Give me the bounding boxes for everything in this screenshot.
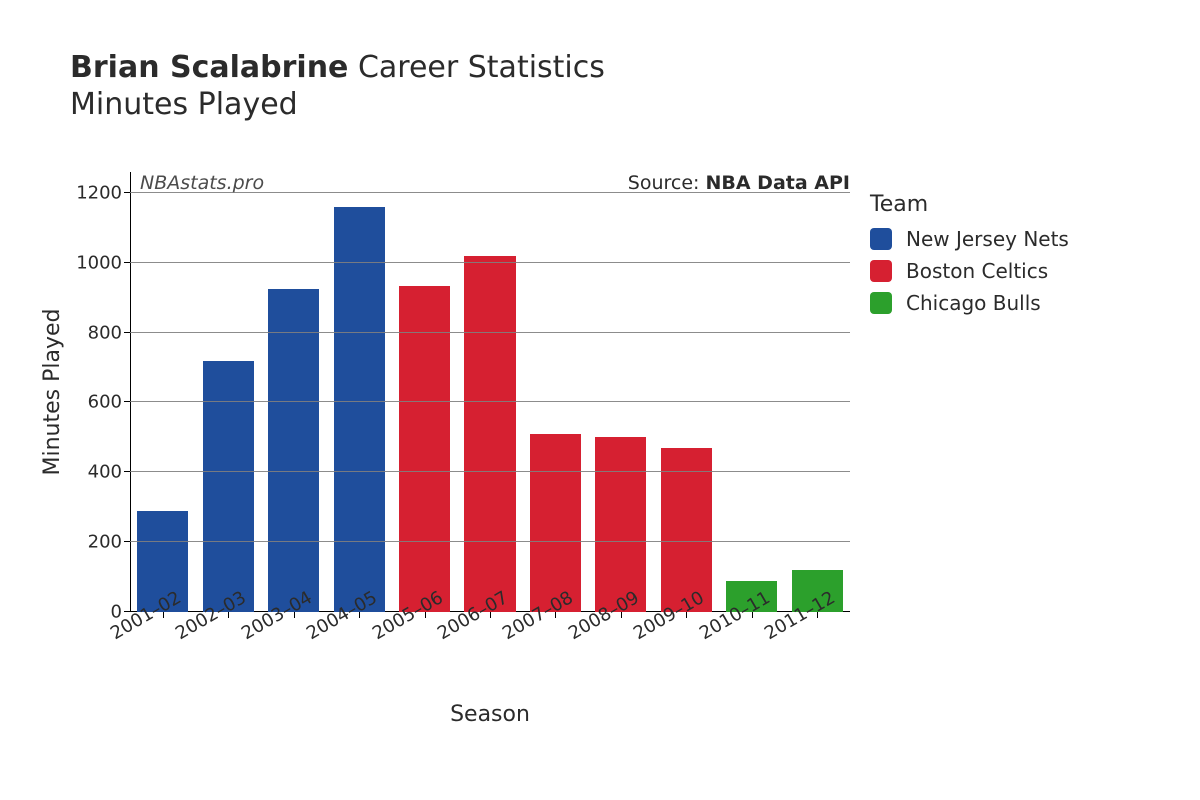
gridline: [130, 192, 850, 193]
gridline: [130, 401, 850, 402]
bar: [268, 289, 319, 612]
y-tick-label: 400: [62, 462, 122, 483]
page-root: Brian Scalabrine Career Statistics Minut…: [0, 0, 1200, 800]
legend-items: New Jersey Nets Boston Celtics Chicago Bul…: [870, 227, 1069, 315]
bar: [661, 448, 712, 612]
title-rest: Career Statistics: [348, 50, 604, 85]
y-tick-mark: [124, 401, 130, 402]
gridline: [130, 471, 850, 472]
bar: [530, 434, 581, 612]
bar: [399, 286, 450, 613]
chart-figure: NBAstats.pro Source: NBA Data API Minute…: [40, 132, 1140, 752]
legend-item: New Jersey Nets: [870, 227, 1069, 251]
y-axis-label: Minutes Played: [40, 172, 62, 612]
legend-label: New Jersey Nets: [906, 227, 1069, 251]
legend-swatch: [870, 260, 892, 282]
legend-title: Team: [870, 192, 1069, 217]
y-tick-label: 1200: [62, 182, 122, 203]
y-tick-mark: [124, 541, 130, 542]
bar: [464, 256, 515, 612]
gridline: [130, 262, 850, 263]
plot-area: 0200400600800100012002001–022002–032003–…: [130, 172, 850, 612]
legend-label: Chicago Bulls: [906, 291, 1041, 315]
legend-swatch: [870, 292, 892, 314]
legend: Team New Jersey Nets Boston Celtics Chicag…: [870, 192, 1069, 323]
title-block: Brian Scalabrine Career Statistics Minut…: [70, 50, 1160, 122]
x-axis-label: Season: [130, 702, 850, 727]
y-tick-label: 0: [62, 602, 122, 623]
y-tick-label: 1000: [62, 252, 122, 273]
legend-label: Boston Celtics: [906, 259, 1048, 283]
title-player-name: Brian Scalabrine: [70, 50, 348, 85]
y-tick-label: 600: [62, 392, 122, 413]
y-tick-mark: [124, 332, 130, 333]
y-tick-mark: [124, 262, 130, 263]
y-tick-mark: [124, 192, 130, 193]
title-subtitle: Minutes Played: [70, 87, 1160, 122]
gridline: [130, 332, 850, 333]
bar: [595, 437, 646, 612]
legend-item: Boston Celtics: [870, 259, 1069, 283]
bar: [334, 207, 385, 612]
y-tick-label: 800: [62, 322, 122, 343]
gridline: [130, 541, 850, 542]
legend-swatch: [870, 228, 892, 250]
bar: [203, 361, 254, 612]
legend-item: Chicago Bulls: [870, 291, 1069, 315]
title-line1: Brian Scalabrine Career Statistics: [70, 50, 1160, 85]
y-tick-mark: [124, 471, 130, 472]
y-tick-label: 200: [62, 532, 122, 553]
bars-container: [130, 172, 850, 612]
